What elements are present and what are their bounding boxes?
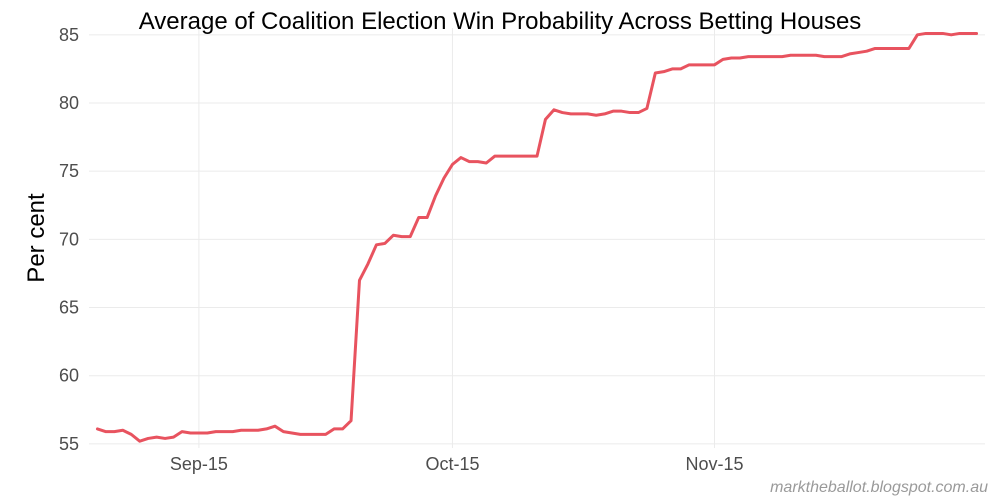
- y-tick-label: 65: [59, 298, 79, 318]
- chart-title: Average of Coalition Election Win Probab…: [139, 8, 862, 35]
- y-axis-ticks: 55 60 65 70 75 80 85: [59, 25, 79, 454]
- y-tick-label: 70: [59, 229, 79, 249]
- series-line: [95, 31, 979, 443]
- x-axis-ticks: Sep-15 Oct-15 Nov-15: [170, 454, 744, 474]
- y-tick-label: 80: [59, 93, 79, 113]
- y-axis-label: Per cent: [23, 193, 50, 283]
- y-tick-label: 85: [59, 25, 79, 45]
- source-caption: marktheballot.blogspot.com.au: [770, 479, 988, 496]
- y-tick-label: 55: [59, 434, 79, 454]
- x-tick-label: Oct-15: [425, 454, 479, 474]
- grid: [89, 28, 985, 448]
- x-tick-label: Nov-15: [685, 454, 743, 474]
- y-tick-label: 60: [59, 366, 79, 386]
- y-tick-label: 75: [59, 161, 79, 181]
- series-layer: [95, 31, 979, 443]
- x-tick-label: Sep-15: [170, 454, 228, 474]
